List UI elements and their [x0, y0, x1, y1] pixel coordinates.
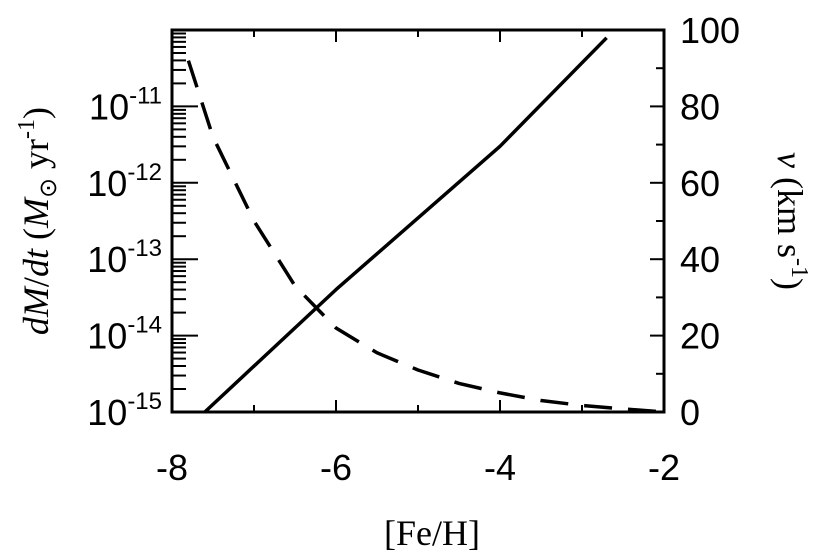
x-tick-label: -6: [320, 447, 352, 488]
x-tick-label: -2: [648, 447, 680, 488]
left-axis-title: dM/dt (M⊙ yr-1): [14, 107, 62, 335]
right-axis-title: v (km s-1): [770, 152, 812, 290]
y-left-tick-label: 10-13: [87, 235, 162, 280]
x-axis-title: [Fe/H]: [384, 513, 480, 553]
x-tick-label: -4: [484, 447, 516, 488]
y-left-tick-label: 10-14: [87, 312, 162, 357]
y-right-tick-label: 60: [680, 163, 720, 204]
y-right-tick-label: 100: [680, 10, 740, 51]
mass-loss-solid-line: [203, 36, 608, 414]
velocity-dashed-line: [186, 60, 665, 414]
y-right-tick-label: 40: [680, 239, 720, 280]
y-right-tick-label: 80: [680, 86, 720, 127]
plot-frame: [170, 28, 666, 414]
y-left-tick-label: 10-12: [87, 159, 162, 204]
y-right-tick-label: 0: [680, 392, 700, 433]
series-layer: [186, 36, 665, 414]
labels-layer: -8 -6 -4 -2 10-15 10-14 10-13 10-12 10-11 0 20 40 60…: [87, 10, 740, 488]
y-left-tick-label: 10-15: [87, 388, 162, 433]
y-left-tick-label: 10-11: [89, 82, 162, 127]
ticks-layer: [171, 29, 665, 413]
x-tick-label: -8: [156, 447, 188, 488]
y-right-tick-label: 20: [680, 316, 720, 357]
